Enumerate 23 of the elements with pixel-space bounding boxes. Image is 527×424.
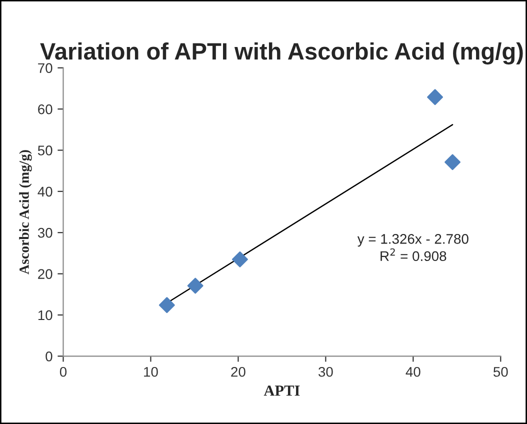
annotation: R$^{2}$ = 0.908 [380,248,446,262]
y-tick-label: 50 [38,146,52,156]
annotation: y = 1.326x - 2.780 [357,234,468,247]
y-tick-label: 20 [38,269,52,279]
y-tick-label: 40 [38,186,52,197]
x-tick-label: 0 [60,366,67,377]
x-tick-label: 40 [406,366,420,377]
y-tick-label: 60 [38,104,52,114]
x-tick-label: 30 [318,366,333,377]
x-axis-title: APTI [264,386,300,396]
point [187,278,204,294]
point [444,154,461,170]
point [158,297,175,314]
point [232,251,248,268]
x-tick-label: 50 [493,366,508,377]
y-axis-title: Ascorbic Acid (mg/g) [19,150,32,274]
point [427,89,444,106]
y-tick-label: 10 [38,310,52,320]
x-tick-label: 10 [144,366,158,377]
y-tick-label: 0 [46,351,52,362]
y-tick-label: 30 [38,228,52,238]
x-tick-label: 20 [231,366,246,377]
y-tick-label: 70 [38,63,52,74]
